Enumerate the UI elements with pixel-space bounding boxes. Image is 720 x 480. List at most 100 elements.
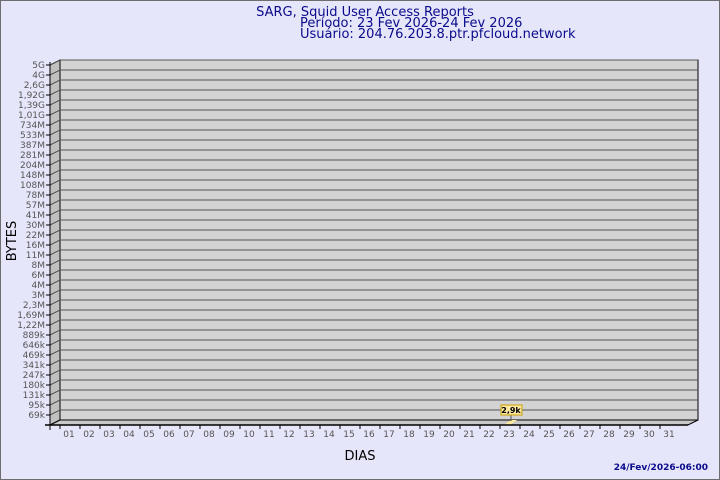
gridline — [49, 99, 698, 106]
gridline — [49, 89, 698, 96]
x-tick-label: 16 — [363, 430, 375, 440]
x-tick-label: 03 — [103, 430, 114, 440]
gridline — [49, 59, 698, 66]
bar-day-23 — [504, 420, 517, 425]
gridline — [49, 289, 698, 296]
gridline — [49, 339, 698, 346]
y-tick-label: 469k — [23, 351, 46, 361]
x-tick-label: 01 — [63, 430, 74, 440]
gridline — [49, 179, 698, 186]
y-tick-label: 16M — [26, 241, 45, 251]
y-tick-label: 5G — [32, 61, 45, 71]
y-tick-label: 281M — [20, 151, 45, 161]
x-tick-label: 31 — [663, 430, 674, 440]
y-tick-label: 341k — [23, 361, 46, 371]
gridline — [49, 229, 698, 236]
x-tick-label: 21 — [463, 430, 474, 440]
x-tick-label: 15 — [343, 430, 354, 440]
y-tick-label: 1,92G — [18, 91, 45, 101]
x-tick-label: 24 — [523, 430, 535, 440]
gridline — [49, 379, 698, 386]
gridline — [49, 359, 698, 366]
gridline — [49, 259, 698, 266]
gridline — [49, 209, 698, 216]
y-axis-label: BYTES — [5, 221, 20, 262]
y-tick-label: 108M — [20, 181, 45, 191]
x-tick-label: 14 — [323, 430, 335, 440]
x-tick-label: 07 — [183, 430, 194, 440]
y-tick-label: 1,22M — [17, 321, 45, 331]
x-tick-label: 17 — [383, 430, 394, 440]
x-tick-label: 09 — [223, 430, 235, 440]
y-tick-label: 148M — [20, 171, 45, 181]
y-tick-label: 6M — [32, 271, 46, 281]
x-tick-label: 12 — [283, 430, 294, 440]
y-tick-label: 1,01G — [18, 111, 45, 121]
y-tick-label: 3M — [32, 291, 46, 301]
y-tick-label: 2,3M — [23, 301, 45, 311]
y-tick-label: 11M — [26, 251, 45, 261]
x-tick-label: 19 — [423, 430, 435, 440]
x-tick-label: 13 — [303, 430, 314, 440]
y-tick-label: 646k — [23, 341, 46, 351]
y-tick-label: 180k — [23, 381, 46, 391]
y-tick-label: 387M — [20, 141, 45, 151]
y-tick-label: 4M — [32, 281, 46, 291]
y-tick-label: 4G — [32, 71, 45, 81]
x-tick-label: 26 — [563, 430, 575, 440]
gridline — [49, 319, 698, 326]
gridline — [49, 399, 698, 406]
y-tick-label: 57M — [26, 201, 45, 211]
y-tick-label: 69k — [28, 411, 45, 421]
y-tick-label: 22M — [26, 231, 45, 241]
x-tick-label: 25 — [543, 430, 554, 440]
gridline — [49, 409, 698, 416]
gridline — [49, 269, 698, 276]
y-tick-label: 734M — [20, 121, 45, 131]
y-tick-label: 533M — [20, 131, 45, 141]
gridline — [49, 299, 698, 306]
x-tick-label: 28 — [603, 430, 615, 440]
gridline — [49, 109, 698, 116]
chart-title: SARG, Squid User Access Reports — [256, 5, 474, 20]
gridline — [49, 159, 698, 166]
bar-label-box — [500, 404, 523, 416]
chart-user: Usuário: 204.76.203.8.ptr.pfcloud.networ… — [300, 27, 576, 42]
x-tick-label: 18 — [403, 430, 415, 440]
gridline — [49, 149, 698, 156]
gridline — [49, 349, 698, 356]
gridline — [49, 119, 698, 126]
gridline — [49, 369, 698, 376]
x-tick-label: 27 — [583, 430, 594, 440]
y-tick-label: 95k — [28, 401, 45, 411]
chart-period: Período: 23 Fev 2026-24 Fev 2026 — [300, 16, 522, 31]
gridline — [49, 69, 698, 76]
gridline — [49, 79, 698, 86]
y-tick-label: 2,6G — [24, 81, 45, 91]
x-tick-label: 10 — [243, 430, 255, 440]
footer-timestamp: 24/Fev/2026-06:00 — [614, 463, 708, 473]
gridline — [49, 139, 698, 146]
gridline — [49, 279, 698, 286]
gridline — [49, 169, 698, 176]
x-tick-label: 08 — [203, 430, 215, 440]
y-tick-label: 131k — [23, 391, 46, 401]
x-tick-label: 29 — [623, 430, 635, 440]
x-tick-label: 05 — [143, 430, 154, 440]
gridline — [49, 309, 698, 316]
gridline — [49, 189, 698, 196]
x-axis-label: DIAS — [345, 449, 376, 464]
x-tick-label: 04 — [123, 430, 135, 440]
y-tick-label: 204M — [20, 161, 45, 171]
gridline — [49, 219, 698, 226]
y-tick-label: 1,69M — [17, 311, 45, 321]
x-tick-label: 30 — [643, 430, 655, 440]
y-tick-label: 1,39G — [18, 101, 45, 111]
x-tick-label: 02 — [83, 430, 94, 440]
y-tick-label: 30M — [26, 221, 45, 231]
gridline — [49, 329, 698, 336]
x-tick-label: 11 — [263, 430, 274, 440]
x-tick-label: 22 — [483, 430, 494, 440]
gridline — [49, 129, 698, 136]
